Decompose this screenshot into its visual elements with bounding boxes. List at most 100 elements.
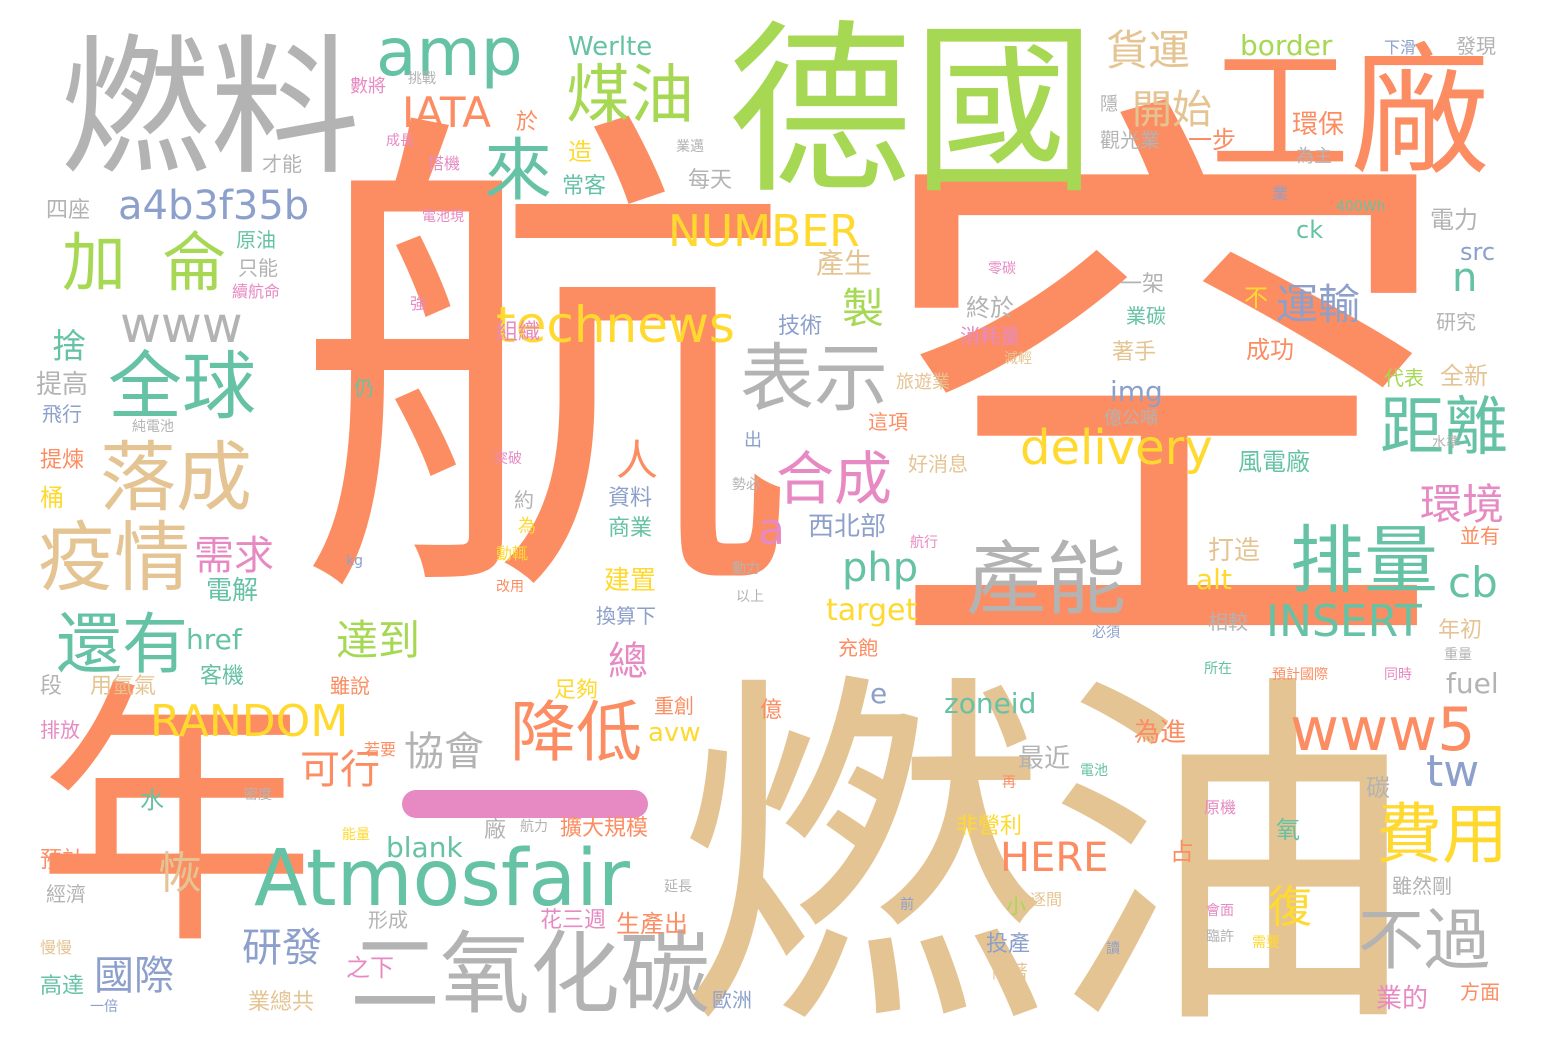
- word-lun: 侖: [162, 227, 226, 301]
- word-kuoda: 擴大規模: [560, 816, 649, 841]
- word-capacity: 產能: [966, 533, 1126, 626]
- word-xiao: 小: [1006, 894, 1026, 918]
- word-demand: 需求: [194, 533, 274, 579]
- word-zhongyu: 終於: [966, 294, 1014, 322]
- word-ck: ck: [1296, 216, 1324, 244]
- word-linxu: 臨許: [1206, 929, 1234, 945]
- word-insert: INSERT: [1266, 596, 1422, 647]
- word-xiaohaoliang: 消耗量: [960, 324, 1020, 348]
- word-huasanzhou: 花三週: [540, 908, 607, 933]
- word-zuijin: 最近: [1018, 744, 1071, 774]
- word-chengzhang: 成長: [386, 133, 414, 149]
- word-epidemic: 疫情: [38, 513, 190, 602]
- word-yanjiu: 研究: [1436, 310, 1476, 334]
- word-manman: 慢慢: [40, 938, 73, 957]
- word-e: e: [870, 677, 888, 710]
- word-tongshi: 同時: [1384, 667, 1412, 683]
- word-dianchi: 電池: [1080, 763, 1108, 779]
- word-haoxiaoxi: 好消息: [908, 452, 968, 476]
- word-duan: 段: [40, 674, 63, 699]
- word-suiranggang: 雖然剛: [1392, 874, 1452, 898]
- word-yanzhang: 延長: [664, 879, 692, 895]
- word-weizhu: 為主: [1296, 146, 1332, 167]
- word-tilian: 提煉: [40, 448, 85, 473]
- word-huanbao: 環保: [1292, 110, 1345, 140]
- word-gaiyong: 改用: [496, 579, 524, 595]
- word-zhan: 占: [1170, 838, 1194, 866]
- word-faxian: 發現: [1456, 34, 1496, 58]
- word-yida: 一大: [540, 210, 588, 238]
- word-border: border: [1240, 29, 1333, 62]
- word-qian: 前: [900, 897, 914, 913]
- word-guanguang: 觀光業: [1100, 128, 1160, 152]
- word-bu: 不: [1244, 284, 1268, 312]
- word-yibei: 一倍: [90, 999, 118, 1015]
- word-zhuoshou: 著手: [1112, 340, 1157, 365]
- word-yetan: 業碳: [1126, 304, 1166, 328]
- word-nengliang: 能量: [342, 827, 370, 843]
- word-yuanyou: 原油: [236, 228, 276, 252]
- word-freight: 貨運: [1106, 26, 1191, 75]
- word-xuyao: 需要: [1252, 935, 1280, 951]
- word-biaoshi: 表示: [740, 336, 888, 422]
- word-tan: 碳: [1366, 774, 1390, 802]
- word-chongbao: 充飽: [838, 636, 878, 660]
- word-du: 讀: [1106, 941, 1120, 957]
- word-changke: 常客: [562, 174, 607, 199]
- word-zai: 再: [1002, 775, 1016, 791]
- word-shangye: 商業: [608, 516, 653, 541]
- word-sizuo: 四座: [46, 198, 91, 223]
- word-chang: 廠: [484, 818, 507, 843]
- word-kerosene: 煤油: [566, 59, 694, 133]
- word-lingtan: 零碳: [988, 261, 1016, 277]
- word-ye: 業: [1272, 184, 1289, 203]
- word-distance: 距離: [1380, 391, 1508, 465]
- word-xiahua: 下滑: [1384, 38, 1417, 57]
- word-year: 年: [36, 657, 316, 983]
- word-emission: 排量: [1290, 518, 1438, 604]
- word-zhixia: 之下: [346, 954, 394, 982]
- word-chongchuang: 重創: [654, 694, 694, 718]
- word-hash: a4b3f35b: [118, 183, 310, 229]
- word-huimian: 會面: [1206, 903, 1234, 919]
- word-shengchanchu: 生產出: [616, 910, 688, 938]
- word-restore: 恢: [158, 848, 202, 899]
- word-yijia: 一架: [1120, 272, 1165, 297]
- word-shui: 水: [140, 786, 164, 814]
- word-suozai: 所在: [1204, 661, 1232, 677]
- word-dongzhe: 動輒: [496, 544, 529, 563]
- word-touchan: 投產: [986, 932, 1031, 957]
- word-php: php: [842, 545, 919, 591]
- word-yi: 億: [760, 698, 783, 723]
- word-qiang: 強: [410, 294, 427, 313]
- word-yang: 氧: [1276, 816, 1300, 844]
- word-www: www: [120, 296, 243, 354]
- word-shuiping: 水準: [1432, 435, 1460, 451]
- word-total: 總: [608, 639, 648, 685]
- word-nianchu: 年初: [1438, 618, 1483, 643]
- word-feixing: 飛行: [42, 402, 82, 426]
- word-suizhe: 隨著: [992, 962, 1028, 983]
- word-yue: 約: [514, 488, 534, 512]
- word-bixu: 必須: [1092, 625, 1120, 641]
- word-wei: 為: [518, 516, 536, 537]
- word-ranyou: 燃油: [676, 646, 1416, 1052]
- word-daibiao: 代表: [1384, 366, 1424, 390]
- word-zhineng: 只能: [238, 256, 278, 280]
- word-dazao: 打造: [1208, 536, 1261, 566]
- word-chenggong: 成功: [1246, 336, 1294, 364]
- word-delivery: delivery: [1020, 420, 1213, 476]
- word-meitian: 每天: [688, 168, 733, 193]
- word-kg: kg: [346, 553, 363, 569]
- word-lvyouye: 旅遊業: [896, 372, 950, 393]
- word-here: HERE: [1000, 835, 1109, 881]
- word-yede: 業的: [1376, 984, 1429, 1014]
- word-jingji: 經濟: [46, 882, 86, 906]
- word-shu: 捨: [52, 327, 86, 367]
- word-global: 全球: [108, 344, 256, 430]
- word-iata: IATA: [402, 88, 491, 137]
- word-reach: 達到: [336, 616, 421, 665]
- word-alt: alt: [1196, 563, 1232, 596]
- word-weijin: 為進: [1134, 718, 1187, 748]
